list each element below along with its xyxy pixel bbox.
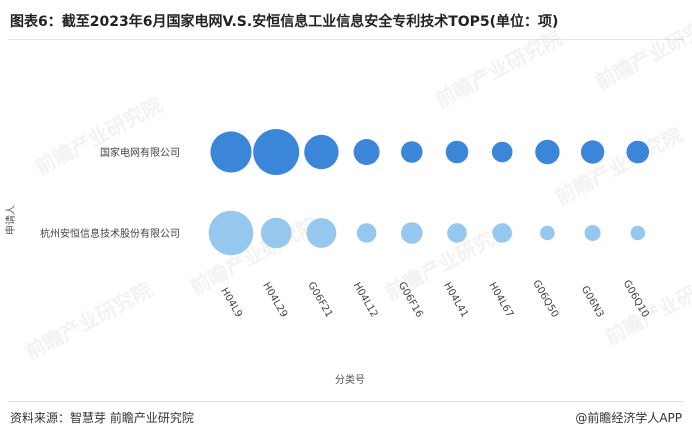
watermark-text: 前瞻产业研究院 [186, 212, 321, 299]
x-axis-title: 分类号 [335, 373, 365, 386]
bubble-1-G06Q10 [626, 140, 650, 164]
x-tick-label: G06F21 [305, 280, 334, 319]
brand-credit: @前瞻经济学人APP [575, 411, 682, 425]
bubble-2-G06Q50 [540, 225, 555, 241]
bubble-1-G06Q50 [535, 139, 560, 165]
bubble-1-G06F21 [304, 134, 339, 170]
bubble-1-G06F16 [401, 141, 423, 163]
bubble-2-G06F21 [306, 218, 337, 248]
chart-title: 图表6：截至2023年6月国家电网V.S.安恒信息工业信息安全专利技术TOP5(… [10, 14, 559, 30]
bubble-1-G06N3 [580, 140, 605, 164]
bubble-layer [208, 129, 650, 256]
bubble-1-H04L12 [353, 139, 380, 165]
title-divider [8, 39, 684, 40]
bubble-2-G06N3 [584, 225, 601, 241]
bubble-2-H04L12 [356, 223, 377, 243]
y-tick-label: 杭州安恒信息技术股份有限公司 [40, 227, 180, 240]
bubble-2-H04L9 [208, 210, 254, 256]
watermark-text: 前瞻产业研究院 [431, 25, 566, 112]
bubble-2-H04L67 [492, 223, 512, 243]
x-tick-label: G06N3 [579, 284, 606, 319]
y-axis-title: 申请人 [4, 205, 17, 235]
footer-divider [8, 401, 684, 402]
bubble-1-H04L9 [210, 131, 252, 173]
watermark-text: 前瞻产业研究院 [591, 7, 692, 94]
y-tick-label: 国家电网有限公司 [100, 146, 180, 159]
bubble-2-G06F16 [401, 222, 423, 244]
x-tick-label: H04L67 [486, 281, 515, 320]
source-note: 资料来源：智慧芽 前瞻产业研究院 [10, 411, 194, 425]
bubble-2-H04L29 [260, 217, 292, 249]
watermark-text: 前瞻产业研究院 [551, 122, 686, 209]
bubble-2-H04L41 [447, 223, 467, 243]
x-tick-label: H04L41 [441, 281, 470, 320]
watermark-text: 前瞻产业研究院 [21, 277, 156, 364]
x-tick-label: G06Q50 [530, 278, 560, 319]
x-tick-label: H04L9 [218, 286, 244, 319]
bubble-2-G06Q10 [630, 225, 646, 241]
bubble-1-H04L41 [445, 140, 469, 164]
bubble-1-H04L29 [253, 129, 300, 175]
x-tick-label: H04L29 [260, 281, 289, 320]
x-tick-labels: H04L9 H04L29 G06F21 H04L12 G06F16 H04L41 H04L6… [218, 278, 650, 319]
bubble-1-H04L67 [491, 141, 513, 163]
watermark-text: 前瞻产业研究院 [31, 92, 166, 179]
x-tick-label: H04L12 [351, 281, 380, 320]
